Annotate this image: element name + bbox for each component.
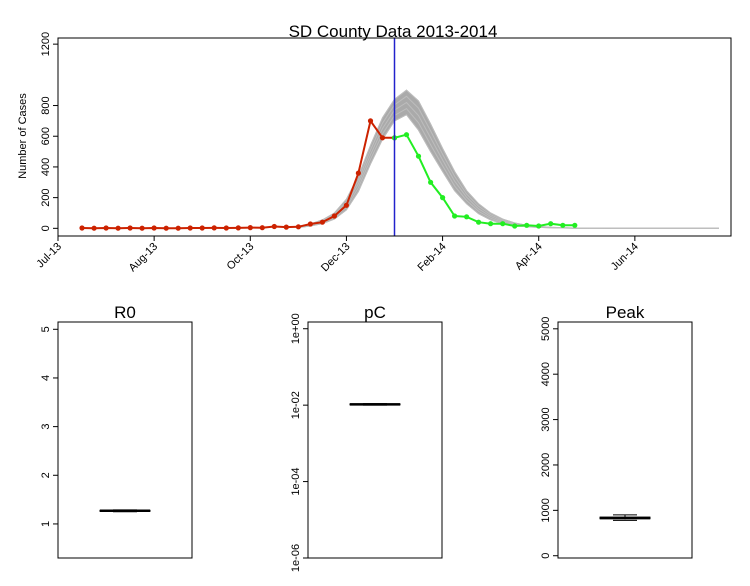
data-point bbox=[500, 221, 506, 227]
y-tick-label: 0 bbox=[40, 225, 52, 231]
x-tick-label: Dec-13 bbox=[319, 241, 353, 275]
data-point bbox=[367, 118, 374, 124]
data-point bbox=[211, 225, 217, 231]
y-tick-label: 600 bbox=[40, 127, 52, 145]
y-tick-label: 0 bbox=[540, 553, 552, 559]
y-tick-label: 4 bbox=[40, 375, 52, 381]
plot-frame bbox=[57, 321, 193, 559]
data-point bbox=[103, 225, 109, 231]
cases-timeseries-panel: SD County Data 2013-2014 Number of Cases… bbox=[17, 22, 732, 275]
data-point bbox=[452, 213, 458, 219]
data-point bbox=[476, 219, 482, 225]
pc-title: pC bbox=[364, 303, 386, 322]
data-point bbox=[428, 179, 434, 185]
x-tick-label: Feb-14 bbox=[416, 241, 449, 274]
y-tick-label: 2000 bbox=[540, 453, 552, 477]
forecast-trajectory bbox=[298, 89, 719, 229]
data-point bbox=[572, 222, 578, 228]
data-point bbox=[271, 223, 277, 230]
data-point bbox=[187, 225, 193, 231]
y-tick-label: 1 bbox=[40, 521, 52, 527]
data-point bbox=[307, 221, 313, 227]
main-plot-frame bbox=[57, 37, 732, 237]
data-point bbox=[151, 225, 157, 231]
data-point bbox=[415, 153, 422, 159]
y-tick-label: 1e-06 bbox=[290, 544, 302, 572]
data-point bbox=[139, 225, 145, 231]
y-tick-label: 5 bbox=[40, 326, 52, 332]
data-point bbox=[331, 213, 337, 219]
data-point bbox=[163, 225, 169, 231]
series-line bbox=[81, 118, 395, 230]
y-tick-label: 1200 bbox=[40, 32, 52, 56]
r0-boxplot-panel: R0 1 2 3 4 5 bbox=[40, 303, 193, 559]
data-point bbox=[464, 214, 470, 220]
data-point bbox=[536, 223, 542, 229]
y-tick-label: 5000 bbox=[540, 317, 552, 341]
data-point bbox=[355, 170, 361, 176]
y-tick-label: 2 bbox=[40, 472, 52, 478]
x-tick-label: Jun-14 bbox=[609, 241, 641, 273]
peak-boxplot-panel: Peak 0 1000 2000 3000 4000 5000 bbox=[540, 303, 693, 559]
data-point bbox=[488, 221, 494, 227]
x-tick-label: Apr-14 bbox=[513, 241, 545, 273]
data-point bbox=[548, 221, 554, 227]
data-point bbox=[512, 223, 518, 229]
y-tick-label: 800 bbox=[40, 96, 52, 114]
x-tick-label: Jul-13 bbox=[34, 241, 64, 271]
y-tick-label: 4000 bbox=[540, 362, 552, 386]
peak-title: Peak bbox=[606, 303, 645, 322]
data-point bbox=[524, 222, 530, 228]
main-y-axis-label: Number of Cases bbox=[17, 93, 29, 179]
data-point bbox=[127, 225, 133, 231]
data-point bbox=[235, 225, 241, 231]
main-y-axis: 0 200 400 600 800 1200 bbox=[40, 32, 59, 231]
plot-frame bbox=[557, 321, 693, 559]
y-tick-label: 200 bbox=[40, 188, 52, 206]
main-x-axis: Jul-13 Aug-13 Oct-13 Dec-13 Feb-14 Apr-14 Jun-… bbox=[34, 235, 641, 275]
data-point bbox=[379, 135, 386, 141]
forecast-band bbox=[297, 89, 719, 229]
r0-title: R0 bbox=[114, 303, 136, 322]
forecast-trajectory bbox=[298, 101, 719, 229]
main-chart-title: SD County Data 2013-2014 bbox=[289, 22, 498, 41]
y-tick-label: 3 bbox=[40, 424, 52, 430]
data-point bbox=[560, 222, 566, 228]
y-tick-label: 1e-02 bbox=[290, 391, 302, 419]
y-tick-label: 3000 bbox=[540, 407, 552, 431]
plot-frame bbox=[307, 321, 443, 559]
series-line bbox=[394, 133, 575, 228]
data-point bbox=[175, 225, 181, 231]
data-point bbox=[319, 219, 325, 225]
data-point bbox=[223, 225, 229, 231]
data-point bbox=[115, 225, 121, 231]
data-point bbox=[283, 224, 289, 230]
data-point bbox=[259, 225, 265, 231]
data-point bbox=[91, 225, 97, 231]
y-tick-label: 1e-04 bbox=[290, 468, 302, 496]
pc-boxplot-panel: pC 1e-06 1e-04 1e-02 1e+00 bbox=[290, 303, 443, 572]
data-point bbox=[247, 225, 253, 231]
data-point bbox=[403, 132, 410, 138]
data-point bbox=[440, 195, 446, 201]
data-point bbox=[199, 225, 205, 231]
observed-series bbox=[79, 118, 578, 231]
x-tick-label: Aug-13 bbox=[127, 241, 161, 275]
data-point bbox=[79, 225, 85, 231]
y-tick-label: 400 bbox=[40, 158, 52, 176]
data-point bbox=[295, 224, 301, 230]
y-tick-label: 1e+00 bbox=[290, 313, 302, 344]
data-point bbox=[343, 202, 349, 208]
y-tick-label: 1000 bbox=[540, 498, 552, 522]
x-tick-label: Oct-13 bbox=[225, 241, 257, 273]
